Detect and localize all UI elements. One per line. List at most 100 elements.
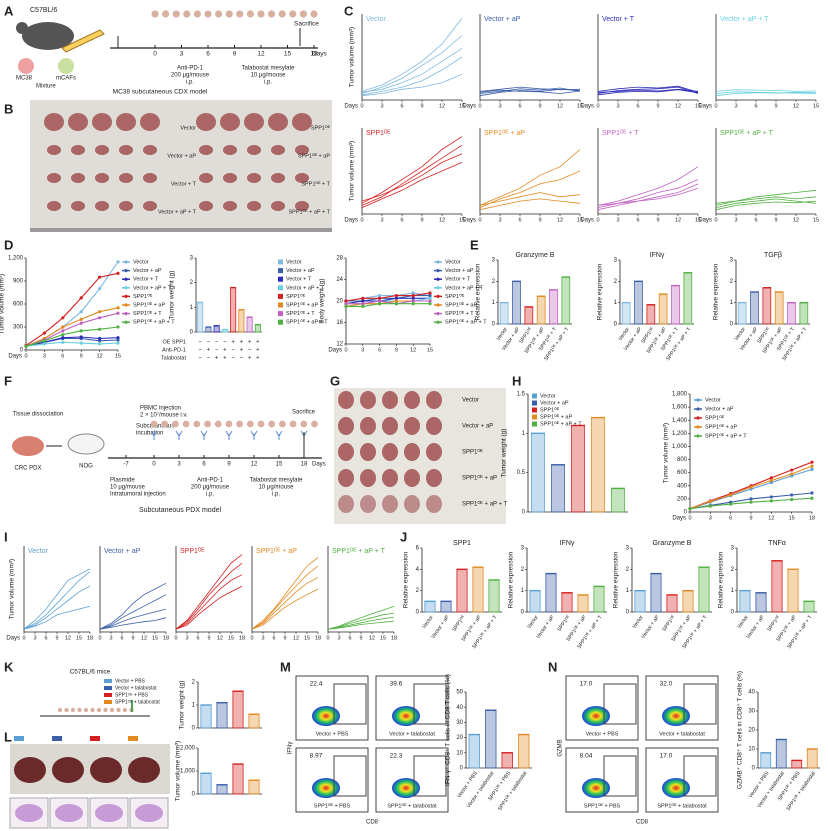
antibody <box>200 430 208 440</box>
chart-title: Granzyme B <box>516 252 555 259</box>
series-line <box>23 571 91 630</box>
point <box>790 493 794 497</box>
legend-marker <box>696 434 700 438</box>
y-tick-label: 0 <box>460 766 464 772</box>
bar <box>440 600 452 613</box>
series-line <box>99 594 167 630</box>
x-tick-label: 6 <box>196 635 199 641</box>
antibody <box>150 430 158 440</box>
legend-swatch <box>278 319 283 325</box>
bar <box>468 734 480 769</box>
bar <box>683 272 693 325</box>
point <box>361 302 365 306</box>
point <box>394 302 398 306</box>
bar <box>561 592 573 613</box>
label: + <box>256 340 260 346</box>
label: Vector + aP <box>462 424 493 430</box>
panel-letter: M <box>280 659 291 674</box>
bar <box>646 304 656 325</box>
label: 8.97 <box>310 753 323 760</box>
chart-title: SPP1ᴼᴱ <box>180 548 204 555</box>
label: Subcutaneous PDX model <box>139 507 222 514</box>
dose-dot <box>268 420 276 428</box>
y-axis-label: Tumor volume (mm³) <box>9 559 16 619</box>
label: 10 μg/mouse <box>251 73 286 79</box>
antibody <box>225 430 233 440</box>
y-tick-label: 0 <box>731 610 735 616</box>
y-tick-label: 1,200 <box>8 256 24 262</box>
x-tick-label: 12 <box>410 347 416 353</box>
series-line <box>251 557 319 630</box>
legend-label: Vector + aP <box>540 400 569 406</box>
panel-letter: K <box>4 659 14 674</box>
x-tick-label: 15 <box>789 515 795 521</box>
legend-marker <box>436 303 440 307</box>
legend-swatch <box>278 302 283 308</box>
point <box>79 329 83 333</box>
legend-marker <box>696 416 700 420</box>
tumor <box>382 443 398 461</box>
series-line <box>479 87 581 94</box>
legend-label: SPP1ᴼᴱ <box>133 293 153 300</box>
tumor <box>338 391 354 409</box>
x-tick-label: 15 <box>577 103 583 109</box>
antibody <box>250 430 258 440</box>
label: i.p. <box>206 492 214 498</box>
y-tick-label: 20 <box>748 728 755 734</box>
legend-swatch <box>278 276 283 282</box>
series-line <box>715 89 817 92</box>
x-tick-label: 3 <box>498 103 501 109</box>
tumor <box>95 173 109 183</box>
x-tick-label: 3 <box>185 635 188 641</box>
series-line <box>99 617 167 630</box>
label: -7 <box>123 462 129 468</box>
label: CRC PDX <box>14 466 41 472</box>
series-line <box>25 307 119 347</box>
y-tick-label: 0 <box>492 322 496 328</box>
tumor <box>199 145 213 155</box>
point <box>361 296 365 300</box>
point <box>769 499 773 503</box>
y-tick-label: 2,000 <box>180 746 196 752</box>
label: 6 <box>202 462 206 468</box>
x-tick-label: 6 <box>636 217 639 223</box>
label: − <box>198 348 202 354</box>
series-line <box>23 605 91 630</box>
x-tick-label: 12 <box>65 635 71 641</box>
series-line <box>346 300 430 305</box>
dose-dot <box>172 420 179 428</box>
x-tick-label: 15 <box>228 635 234 641</box>
label: SPP1ᴼᴱ + aP <box>298 152 330 159</box>
chart-title: Vector + aP + T <box>720 16 769 23</box>
label: + <box>223 356 227 362</box>
density <box>312 778 340 798</box>
y-axis-label: Tumor volume (mm³) <box>0 274 6 334</box>
series-line <box>361 73 463 97</box>
label: 12 <box>257 51 265 58</box>
tumor <box>95 145 109 155</box>
x-tick-label: 6 <box>44 635 47 641</box>
legend-marker <box>124 277 128 281</box>
point <box>79 341 83 345</box>
tumor <box>338 469 354 487</box>
label: Anti-PD-1 <box>197 478 224 484</box>
y-axis-label: Tumor weight (g) <box>169 271 176 320</box>
legend-label: Vector + aP <box>445 268 474 274</box>
y-tick-label: 0.5 <box>517 470 526 476</box>
tumor <box>382 417 398 435</box>
tissue <box>135 804 163 822</box>
point <box>79 317 83 321</box>
series-line <box>175 554 243 630</box>
point <box>61 340 65 344</box>
x-tick-label: 12 <box>293 635 299 641</box>
x-tick-label: 3 <box>261 635 264 641</box>
x-tick-label: 12 <box>675 103 681 109</box>
legend-marker <box>436 277 440 281</box>
x-tick-label: 12 <box>217 635 223 641</box>
bar <box>650 573 662 613</box>
panel-letter: I <box>4 529 8 544</box>
bar <box>545 573 557 613</box>
legend-marker <box>436 294 440 298</box>
label: − <box>231 356 235 362</box>
series-line <box>327 620 395 630</box>
